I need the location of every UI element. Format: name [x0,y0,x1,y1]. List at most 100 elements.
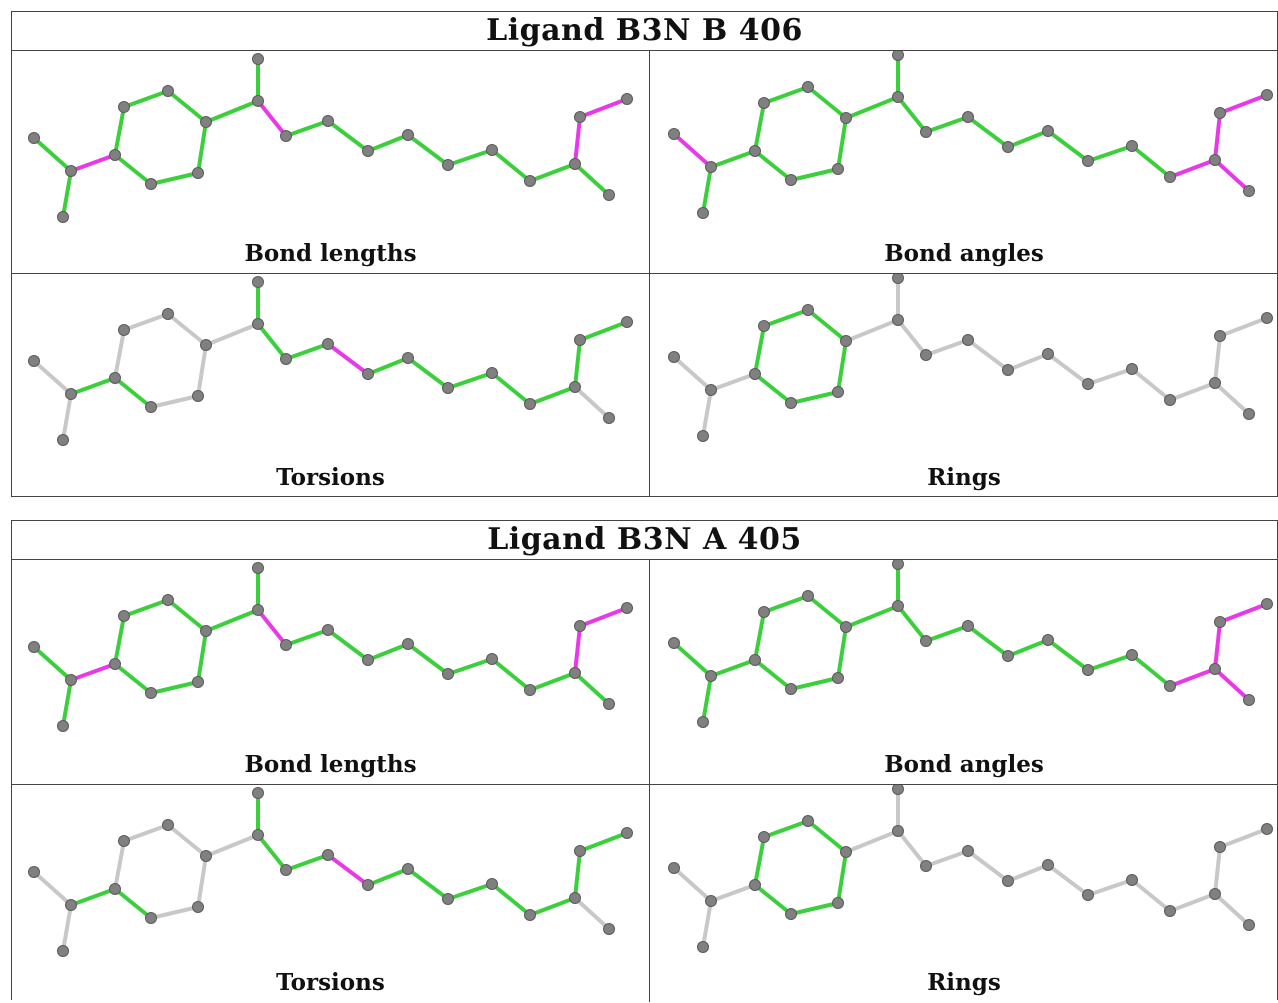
ligand-block-a405: Ligand B3N A 405 Bond lengths Bond angle… [11,520,1278,1002]
atom [524,398,536,410]
bond-ok [836,850,848,905]
atom [109,883,121,895]
bond-outlier [1213,158,1251,193]
bond-unassessed [61,392,73,442]
bond-outlier [672,132,713,169]
bond-unassessed [844,829,900,854]
bond-ok [966,624,1010,658]
atom [200,339,212,351]
panel-caption: Bond lengths [244,240,417,267]
atom [252,562,264,574]
bond-ok [406,133,450,167]
bond-unassessed [1213,381,1251,416]
bond-ok [753,883,793,916]
panel-caption: Torsions [276,969,385,996]
atom [1082,889,1094,901]
atom [192,390,204,402]
atom [1164,905,1176,917]
atom [200,116,212,128]
bond-ok [701,165,713,215]
bond-unassessed [1218,316,1269,338]
atom [280,639,292,651]
bond-outlier [1168,667,1217,688]
bond-unassessed [204,833,260,858]
bond-ok [762,85,810,105]
bond-ok [762,308,810,328]
bond-unassessed [1213,334,1222,385]
bond-ok [284,342,330,361]
atom [785,397,797,409]
bond-unassessed [1006,863,1050,883]
bond-ok [61,678,73,728]
atom [486,878,498,890]
ligand-title: Ligand B3N B 406 [12,12,1277,51]
panel-rings: Rings [649,273,1278,497]
panel-caption: Bond lengths [244,751,417,778]
bond-unassessed [1168,381,1217,402]
atom [65,388,77,400]
atom [118,835,130,847]
atom [322,624,334,636]
bond-unassessed [166,312,208,347]
atom [603,698,615,710]
bond-outlier [69,662,117,682]
bond-ok [896,95,928,134]
atom [705,670,717,682]
atom [1261,598,1273,610]
atom [840,112,852,124]
atom [574,334,586,346]
atom [758,606,770,618]
atom [322,338,334,350]
bond-ok [528,162,577,183]
bond-ok [406,867,450,901]
bond-unassessed [896,829,928,868]
atom [920,635,932,647]
bond-unassessed [966,338,1010,372]
bond-ok [284,853,330,872]
atom [920,349,932,361]
atom [1002,875,1014,887]
bond-unassessed [196,343,208,398]
bond-ok [113,153,153,186]
atom [802,304,814,316]
atom [402,129,414,141]
atom [892,314,904,326]
bond-unassessed [1006,352,1050,372]
atom [697,941,709,953]
atom [145,912,157,924]
bond-ok [836,339,848,394]
bond-ok [1130,653,1172,688]
bond-ok [166,89,208,124]
atom [57,945,69,957]
bond-unassessed [149,905,200,920]
bond-ok [709,149,757,169]
atom [668,637,680,649]
atom [1261,823,1273,835]
bond-ok [753,658,793,691]
bond-ok [113,105,126,157]
bond-ok [578,831,629,853]
bond-ok [406,356,450,390]
atom [162,85,174,97]
bond-ok [446,657,494,676]
atom [1214,616,1226,628]
atom [1126,140,1138,152]
bond-ok [528,671,577,692]
bond-unassessed [32,870,73,907]
bond-unassessed [113,328,126,380]
ligand-block-b406: Ligand B3N B 406 Bond lengths Bond angle… [11,11,1278,497]
bond-ok [578,320,629,342]
atom [758,831,770,843]
bond-ok [196,629,208,684]
bond-unassessed [672,355,713,392]
atom [785,174,797,186]
atom [749,145,761,157]
atom [252,318,264,330]
bond-outlier [256,608,288,647]
bond-ok [753,324,766,376]
atom [28,866,40,878]
bond-ok [753,372,793,405]
atom [569,381,581,393]
atom [280,353,292,365]
atom [802,590,814,602]
